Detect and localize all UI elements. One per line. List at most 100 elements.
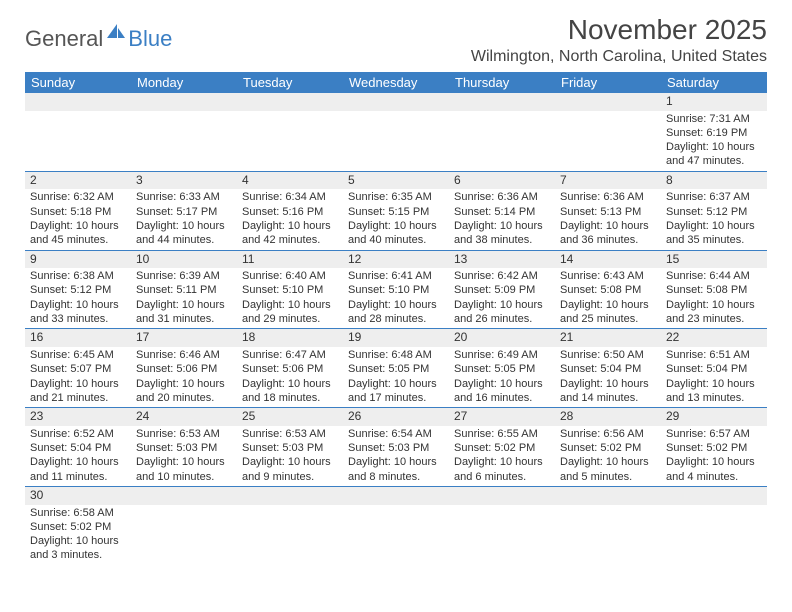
calendar-day-cell	[131, 93, 237, 171]
day-data: Sunrise: 6:44 AMSunset: 5:08 PMDaylight:…	[661, 268, 767, 328]
day-data: Sunrise: 6:42 AMSunset: 5:09 PMDaylight:…	[449, 268, 555, 328]
calendar-week-row: 2Sunrise: 6:32 AMSunset: 5:18 PMDaylight…	[25, 171, 767, 250]
sail-icon	[105, 22, 127, 45]
calendar-day-cell: 24Sunrise: 6:53 AMSunset: 5:03 PMDayligh…	[131, 408, 237, 487]
day-number: 15	[661, 251, 767, 269]
day-number	[449, 93, 555, 111]
calendar-day-cell: 8Sunrise: 6:37 AMSunset: 5:12 PMDaylight…	[661, 171, 767, 250]
calendar-day-cell	[25, 93, 131, 171]
day-number: 8	[661, 172, 767, 190]
weekday-header: Friday	[555, 72, 661, 93]
day-number	[555, 93, 661, 111]
calendar-day-cell	[449, 93, 555, 171]
day-data: Sunrise: 6:40 AMSunset: 5:10 PMDaylight:…	[237, 268, 343, 328]
brand-part2: Blue	[128, 26, 172, 52]
day-data: Sunrise: 6:34 AMSunset: 5:16 PMDaylight:…	[237, 189, 343, 249]
day-data: Sunrise: 6:58 AMSunset: 5:02 PMDaylight:…	[25, 505, 131, 565]
day-number	[237, 93, 343, 111]
calendar-day-cell: 4Sunrise: 6:34 AMSunset: 5:16 PMDaylight…	[237, 171, 343, 250]
day-number: 23	[25, 408, 131, 426]
day-data: Sunrise: 6:51 AMSunset: 5:04 PMDaylight:…	[661, 347, 767, 407]
day-number	[131, 487, 237, 505]
calendar-week-row: 23Sunrise: 6:52 AMSunset: 5:04 PMDayligh…	[25, 408, 767, 487]
calendar-day-cell: 1Sunrise: 7:31 AMSunset: 6:19 PMDaylight…	[661, 93, 767, 171]
day-data: Sunrise: 6:50 AMSunset: 5:04 PMDaylight:…	[555, 347, 661, 407]
calendar-day-cell: 17Sunrise: 6:46 AMSunset: 5:06 PMDayligh…	[131, 329, 237, 408]
day-data: Sunrise: 6:55 AMSunset: 5:02 PMDaylight:…	[449, 426, 555, 486]
title-block: November 2025 Wilmington, North Carolina…	[471, 14, 767, 66]
day-number: 3	[131, 172, 237, 190]
calendar-day-cell	[555, 486, 661, 564]
calendar-day-cell: 2Sunrise: 6:32 AMSunset: 5:18 PMDaylight…	[25, 171, 131, 250]
calendar-day-cell: 19Sunrise: 6:48 AMSunset: 5:05 PMDayligh…	[343, 329, 449, 408]
calendar-day-cell: 13Sunrise: 6:42 AMSunset: 5:09 PMDayligh…	[449, 250, 555, 329]
calendar-day-cell	[343, 93, 449, 171]
calendar-week-row: 16Sunrise: 6:45 AMSunset: 5:07 PMDayligh…	[25, 329, 767, 408]
day-number: 19	[343, 329, 449, 347]
calendar-day-cell	[555, 93, 661, 171]
day-data: Sunrise: 6:52 AMSunset: 5:04 PMDaylight:…	[25, 426, 131, 486]
day-number: 22	[661, 329, 767, 347]
location-text: Wilmington, North Carolina, United State…	[471, 48, 767, 66]
day-number: 2	[25, 172, 131, 190]
day-data: Sunrise: 6:33 AMSunset: 5:17 PMDaylight:…	[131, 189, 237, 249]
day-number: 5	[343, 172, 449, 190]
calendar-day-cell: 23Sunrise: 6:52 AMSunset: 5:04 PMDayligh…	[25, 408, 131, 487]
calendar-day-cell: 3Sunrise: 6:33 AMSunset: 5:17 PMDaylight…	[131, 171, 237, 250]
day-data: Sunrise: 6:41 AMSunset: 5:10 PMDaylight:…	[343, 268, 449, 328]
day-data: Sunrise: 6:53 AMSunset: 5:03 PMDaylight:…	[237, 426, 343, 486]
calendar-day-cell: 7Sunrise: 6:36 AMSunset: 5:13 PMDaylight…	[555, 171, 661, 250]
day-number: 11	[237, 251, 343, 269]
day-number: 1	[661, 93, 767, 111]
day-number: 4	[237, 172, 343, 190]
day-number: 30	[25, 487, 131, 505]
calendar-day-cell	[449, 486, 555, 564]
day-number	[449, 487, 555, 505]
calendar-day-cell	[343, 486, 449, 564]
day-data: Sunrise: 6:43 AMSunset: 5:08 PMDaylight:…	[555, 268, 661, 328]
day-data: Sunrise: 6:48 AMSunset: 5:05 PMDaylight:…	[343, 347, 449, 407]
calendar-day-cell: 28Sunrise: 6:56 AMSunset: 5:02 PMDayligh…	[555, 408, 661, 487]
day-number: 6	[449, 172, 555, 190]
day-data: Sunrise: 6:49 AMSunset: 5:05 PMDaylight:…	[449, 347, 555, 407]
day-data: Sunrise: 6:46 AMSunset: 5:06 PMDaylight:…	[131, 347, 237, 407]
calendar-day-cell: 12Sunrise: 6:41 AMSunset: 5:10 PMDayligh…	[343, 250, 449, 329]
day-data: Sunrise: 6:54 AMSunset: 5:03 PMDaylight:…	[343, 426, 449, 486]
header: General Blue November 2025 Wilmington, N…	[25, 14, 767, 66]
calendar-day-cell: 18Sunrise: 6:47 AMSunset: 5:06 PMDayligh…	[237, 329, 343, 408]
calendar-day-cell: 29Sunrise: 6:57 AMSunset: 5:02 PMDayligh…	[661, 408, 767, 487]
calendar-day-cell: 15Sunrise: 6:44 AMSunset: 5:08 PMDayligh…	[661, 250, 767, 329]
day-number: 25	[237, 408, 343, 426]
brand-part1: General	[25, 26, 103, 52]
day-number: 21	[555, 329, 661, 347]
day-number: 17	[131, 329, 237, 347]
day-number: 28	[555, 408, 661, 426]
day-data: Sunrise: 6:57 AMSunset: 5:02 PMDaylight:…	[661, 426, 767, 486]
day-data: Sunrise: 6:39 AMSunset: 5:11 PMDaylight:…	[131, 268, 237, 328]
calendar-day-cell: 22Sunrise: 6:51 AMSunset: 5:04 PMDayligh…	[661, 329, 767, 408]
calendar-day-cell: 11Sunrise: 6:40 AMSunset: 5:10 PMDayligh…	[237, 250, 343, 329]
calendar-day-cell: 16Sunrise: 6:45 AMSunset: 5:07 PMDayligh…	[25, 329, 131, 408]
day-data: Sunrise: 6:47 AMSunset: 5:06 PMDaylight:…	[237, 347, 343, 407]
calendar-week-row: 9Sunrise: 6:38 AMSunset: 5:12 PMDaylight…	[25, 250, 767, 329]
month-title: November 2025	[471, 14, 767, 46]
calendar-day-cell: 5Sunrise: 6:35 AMSunset: 5:15 PMDaylight…	[343, 171, 449, 250]
calendar-day-cell: 9Sunrise: 6:38 AMSunset: 5:12 PMDaylight…	[25, 250, 131, 329]
calendar-day-cell: 10Sunrise: 6:39 AMSunset: 5:11 PMDayligh…	[131, 250, 237, 329]
calendar-day-cell: 21Sunrise: 6:50 AMSunset: 5:04 PMDayligh…	[555, 329, 661, 408]
day-data: Sunrise: 6:32 AMSunset: 5:18 PMDaylight:…	[25, 189, 131, 249]
day-number: 10	[131, 251, 237, 269]
calendar-day-cell	[237, 93, 343, 171]
calendar-table: SundayMondayTuesdayWednesdayThursdayFrid…	[25, 72, 767, 565]
weekday-header: Wednesday	[343, 72, 449, 93]
day-number: 20	[449, 329, 555, 347]
day-number	[661, 487, 767, 505]
day-number	[343, 487, 449, 505]
calendar-day-cell	[661, 486, 767, 564]
day-data: Sunrise: 6:56 AMSunset: 5:02 PMDaylight:…	[555, 426, 661, 486]
weekday-header: Tuesday	[237, 72, 343, 93]
day-data: Sunrise: 6:37 AMSunset: 5:12 PMDaylight:…	[661, 189, 767, 249]
calendar-day-cell: 14Sunrise: 6:43 AMSunset: 5:08 PMDayligh…	[555, 250, 661, 329]
calendar-week-row: 1Sunrise: 7:31 AMSunset: 6:19 PMDaylight…	[25, 93, 767, 171]
weekday-header: Sunday	[25, 72, 131, 93]
